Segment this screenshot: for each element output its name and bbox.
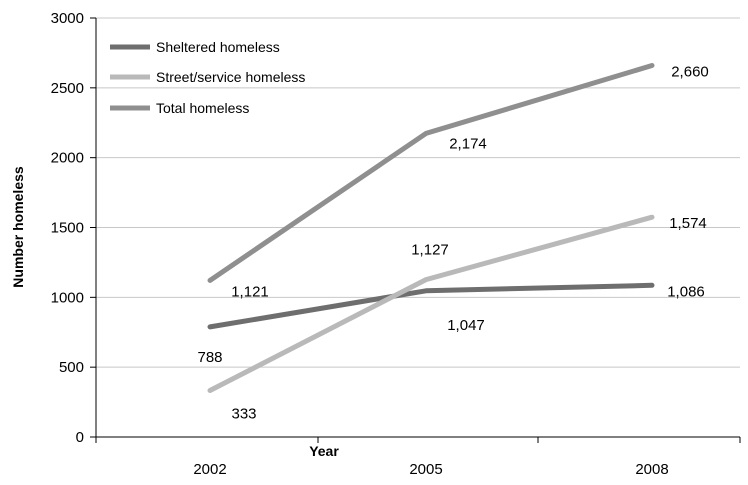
data-label-s1-0: 333	[231, 405, 256, 422]
data-label-s2-2: 2,660	[671, 63, 709, 80]
data-label-s1-1: 1,127	[411, 242, 449, 259]
series-line-1	[207, 214, 655, 393]
legend: Sheltered homeless Street/service homeles…	[110, 39, 305, 116]
data-label-s2-1: 2,174	[449, 135, 487, 152]
y-tick-label-2500: 2500	[51, 80, 84, 97]
data-labels: 788 1,047 1,086 333 1,127 1,574 1,121 2,174 2,66…	[197, 63, 708, 422]
y-tick-label-1000: 1000	[51, 289, 84, 306]
series-lines	[207, 63, 655, 393]
y-tick-label-1500: 1500	[51, 220, 84, 237]
series-line-0	[207, 282, 655, 330]
x-axis-title: Year	[309, 443, 339, 459]
data-label-s1-2: 1,574	[669, 215, 707, 232]
x-tick-label-2005: 2005	[409, 461, 442, 478]
data-label-s2-0: 1,121	[231, 283, 269, 300]
legend-label-0: Sheltered homeless	[156, 39, 280, 55]
y-axis-title: Number homeless	[10, 166, 26, 288]
data-label-s0-0: 788	[197, 349, 222, 366]
y-tick-label-3000: 3000	[51, 10, 84, 27]
data-label-s0-2: 1,086	[667, 283, 705, 300]
series-line-2	[207, 63, 655, 283]
y-tick-label-0: 0	[76, 429, 84, 446]
x-tick-label-2008: 2008	[635, 461, 668, 478]
legend-label-1: Street/service homeless	[156, 69, 305, 85]
data-label-s0-1: 1,047	[447, 317, 485, 334]
axes: 0 500 1000 1500 2000 2500 3000 2002 2005 2008	[51, 10, 741, 478]
legend-label-2: Total homeless	[156, 100, 249, 116]
y-tick-label-2000: 2000	[51, 150, 84, 167]
x-tick-label-2002: 2002	[193, 461, 226, 478]
gridlines	[96, 17, 740, 368]
y-tick-label-500: 500	[59, 359, 84, 376]
